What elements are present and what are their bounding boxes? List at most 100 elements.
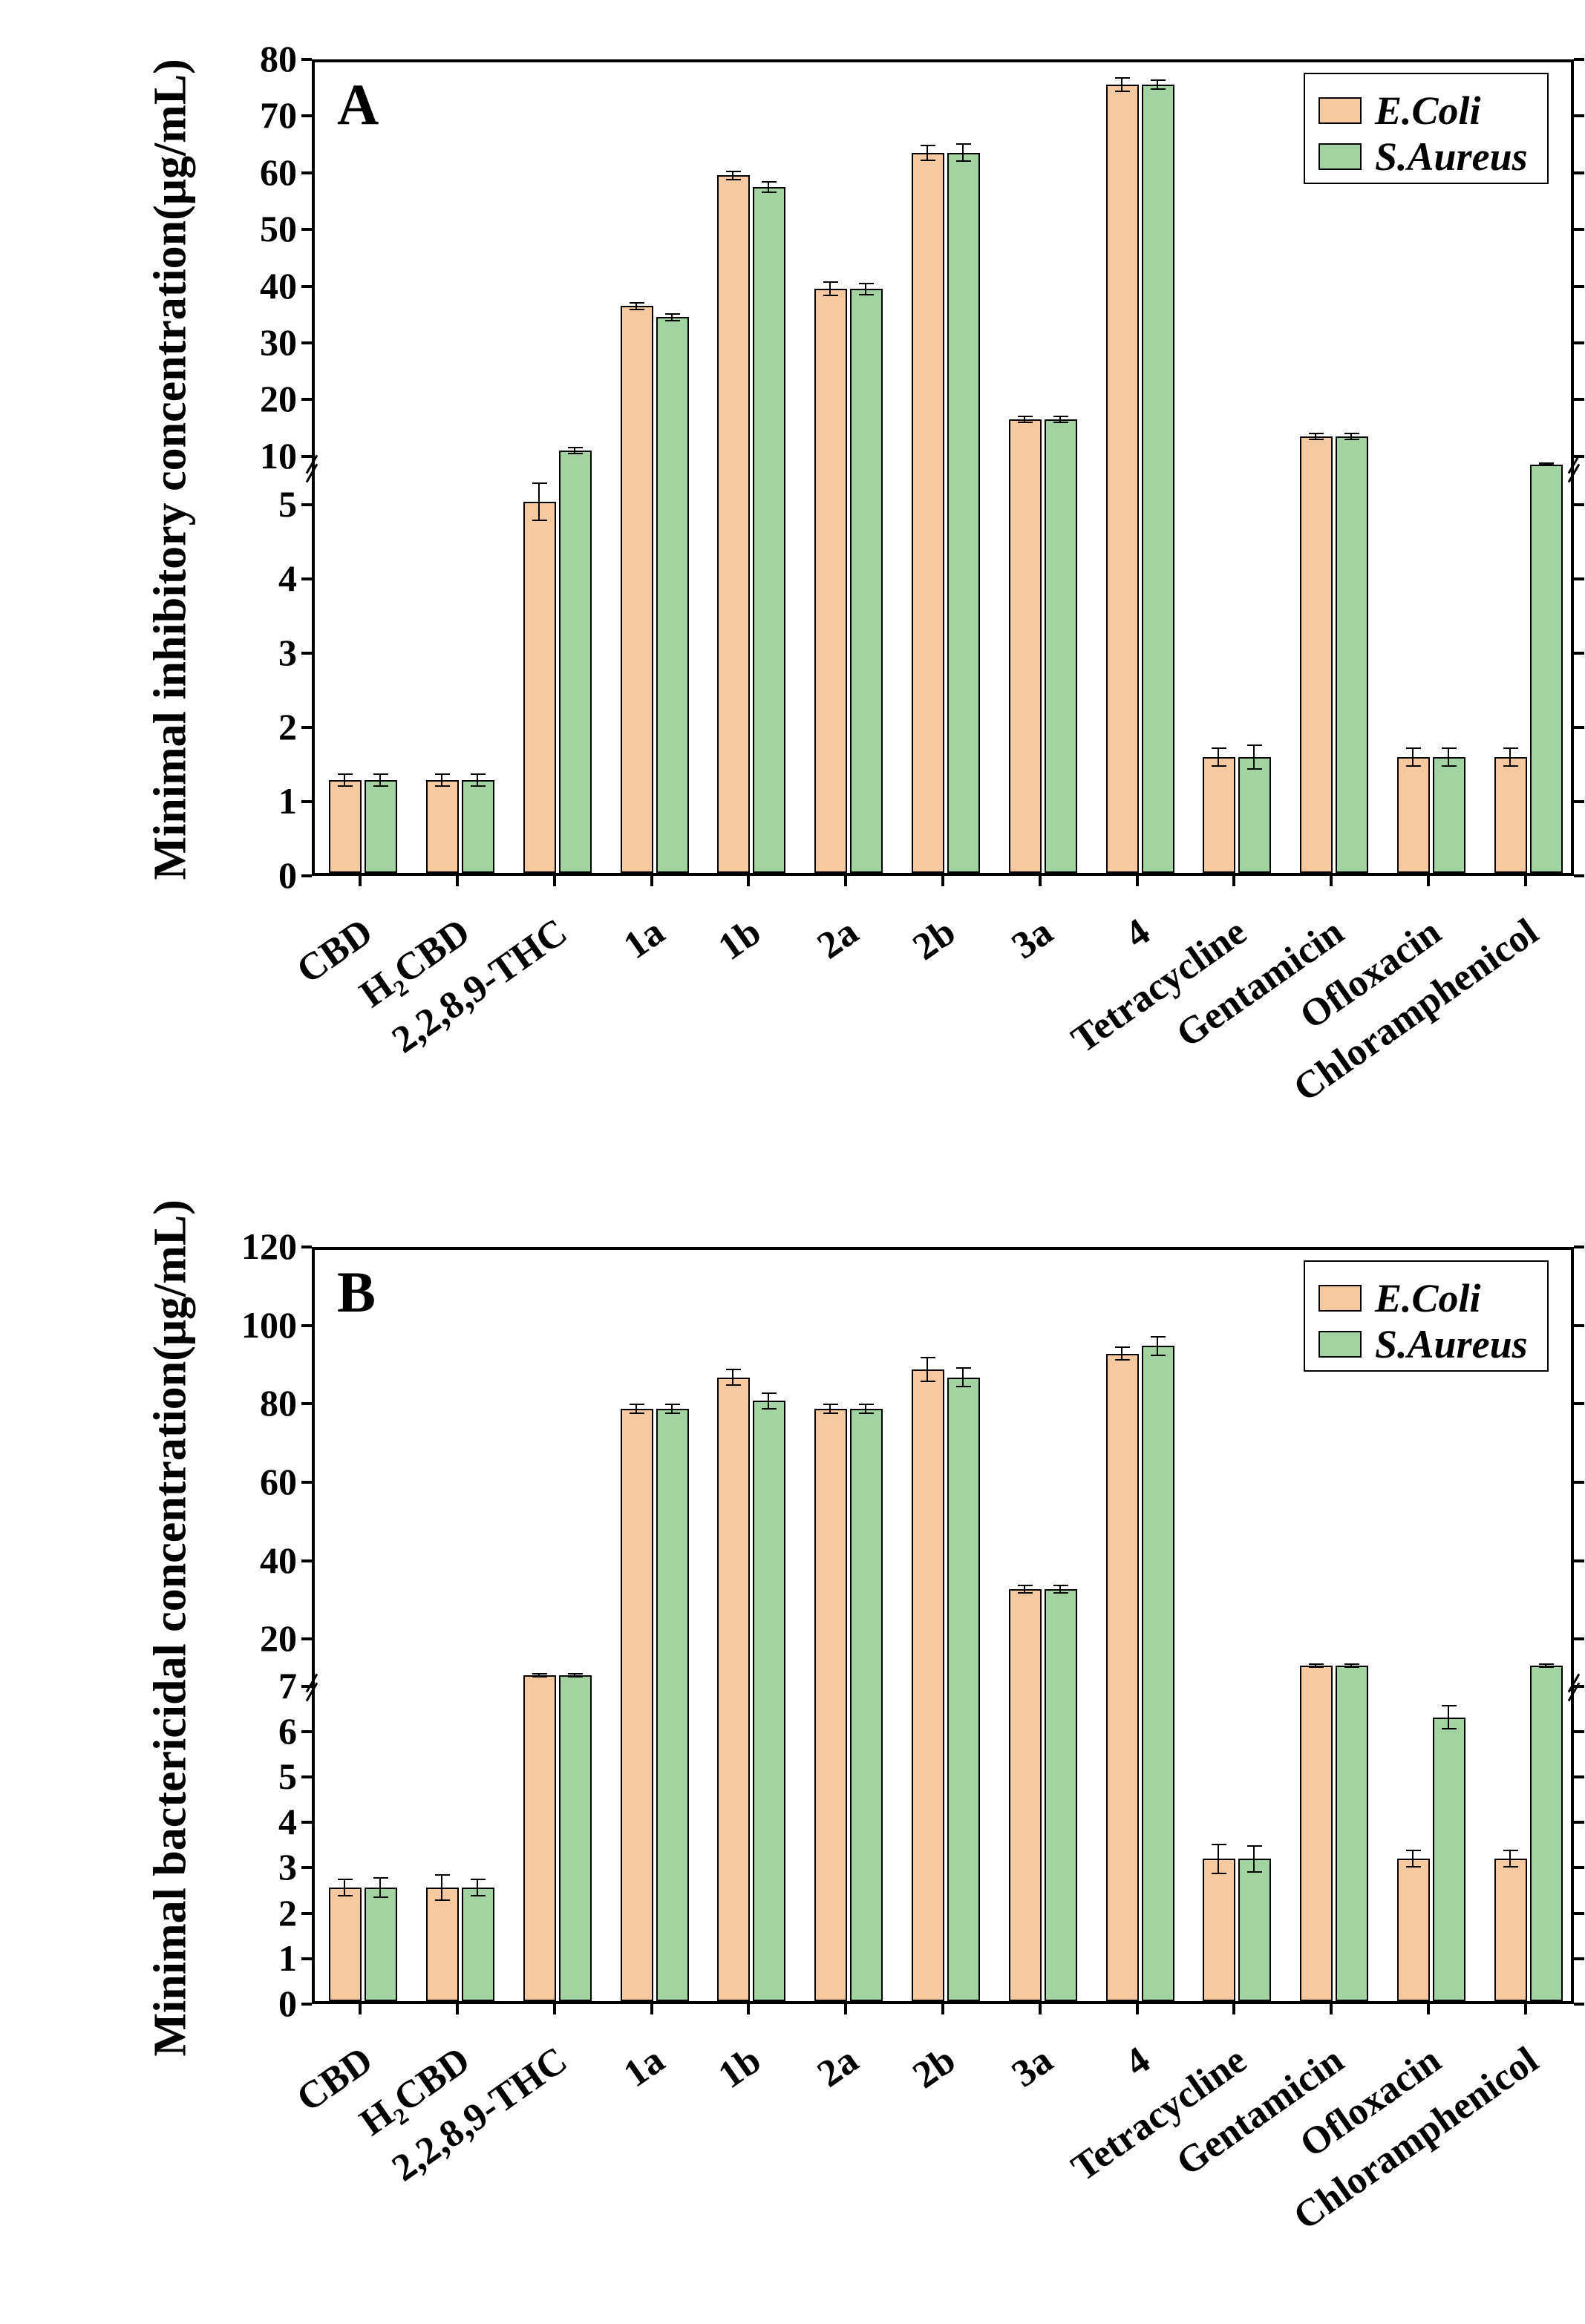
xtick-label: 1a bbox=[615, 910, 672, 968]
ytick-mark bbox=[1574, 1866, 1584, 1869]
errorbar-cap-icon bbox=[1503, 1866, 1518, 1868]
errorbar-cap-icon bbox=[1151, 1336, 1166, 1338]
ytick-mark bbox=[301, 2003, 312, 2006]
errorbar-cap-icon bbox=[1053, 1592, 1068, 1594]
ytick-mark bbox=[1574, 398, 1584, 401]
errorbar-cap-icon bbox=[1053, 422, 1068, 423]
errorbar-cap-icon bbox=[471, 773, 486, 775]
errorbar-cap-icon bbox=[471, 1879, 486, 1880]
xtick-label: 2b bbox=[905, 910, 964, 969]
xtick-label: 2a bbox=[810, 910, 866, 968]
plot-area-b bbox=[315, 1250, 1571, 2001]
ytick-label: 80 bbox=[215, 1381, 297, 1424]
errorbar-cap-icon bbox=[1247, 768, 1262, 770]
ytick-label: 4 bbox=[215, 1800, 297, 1843]
bar-ecoli bbox=[1203, 757, 1235, 873]
xtick-mark bbox=[1136, 2004, 1139, 2014]
ytick-label: 20 bbox=[215, 1617, 297, 1660]
xtick-mark bbox=[359, 2004, 362, 2014]
errorbar-icon bbox=[865, 284, 866, 295]
errorbar-cap-icon bbox=[338, 1879, 353, 1880]
ytick-mark bbox=[1574, 171, 1584, 174]
errorbar-cap-icon bbox=[1406, 765, 1421, 767]
ytick-mark bbox=[1574, 1957, 1584, 1960]
errorbar-cap-icon bbox=[726, 171, 741, 172]
bar-saureus bbox=[462, 1888, 494, 2001]
errorbar-cap-icon bbox=[1151, 79, 1166, 81]
bar-saureus bbox=[1142, 1346, 1174, 2001]
errorbar-icon bbox=[379, 774, 381, 786]
errorbar-cap-icon bbox=[726, 1384, 741, 1386]
errorbar-cap-icon bbox=[1212, 765, 1226, 767]
plot-area-a bbox=[315, 62, 1571, 873]
xtick-mark bbox=[456, 2004, 459, 2014]
ytick-label: 10 bbox=[215, 434, 297, 477]
ytick-label: 1 bbox=[215, 1937, 297, 1980]
ytick-label: 2 bbox=[215, 705, 297, 748]
bar-ecoli bbox=[1494, 1859, 1527, 2001]
bar-saureus bbox=[1433, 757, 1465, 873]
errorbar-cap-icon bbox=[1309, 1666, 1324, 1668]
bar-saureus bbox=[559, 1675, 592, 2001]
xtick-label: 4 bbox=[1117, 2038, 1157, 2085]
ytick-mark bbox=[301, 1866, 312, 1869]
errorbar-cap-icon bbox=[435, 1899, 450, 1901]
xtick-label: 4 bbox=[1117, 910, 1157, 957]
chart-frame-a: A E.Coli S.Aureus bbox=[312, 59, 1574, 876]
ytick-mark bbox=[301, 455, 312, 458]
ytick-mark bbox=[301, 1957, 312, 1960]
errorbar-cap-icon bbox=[1212, 1873, 1226, 1874]
ytick-mark bbox=[301, 398, 312, 401]
ytick-mark bbox=[1574, 228, 1584, 231]
errorbar-cap-icon bbox=[823, 281, 838, 283]
xtick-mark bbox=[1427, 2004, 1430, 2014]
errorbar-cap-icon bbox=[1309, 439, 1324, 440]
xtick-label: 1a bbox=[615, 2038, 672, 2096]
ylabel-a: Minimal inhibitory concentration(μg/mL) bbox=[145, 64, 197, 880]
errorbar-cap-icon bbox=[1344, 439, 1359, 440]
bar-saureus bbox=[1045, 419, 1077, 873]
xtick-mark bbox=[1524, 876, 1527, 886]
ytick-mark bbox=[301, 285, 312, 288]
errorbar-cap-icon bbox=[956, 143, 971, 145]
ytick-label: 50 bbox=[215, 207, 297, 250]
panel-b: Minimal bactericidal concentration(μg/mL… bbox=[111, 1247, 1474, 2308]
errorbar-cap-icon bbox=[630, 1413, 644, 1414]
ytick-mark bbox=[301, 726, 312, 729]
errorbar-cap-icon bbox=[1344, 1666, 1359, 1668]
ytick-label: 6 bbox=[215, 1709, 297, 1752]
ytick-label: 80 bbox=[215, 37, 297, 80]
xtick-mark bbox=[1330, 876, 1333, 886]
bar-ecoli bbox=[717, 175, 750, 873]
xtick-mark bbox=[553, 876, 556, 886]
bar-saureus bbox=[947, 1378, 980, 2001]
bar-saureus bbox=[753, 187, 785, 873]
errorbar-cap-icon bbox=[1247, 1845, 1262, 1847]
xtick-label: 2a bbox=[810, 2038, 866, 2096]
ylabel-b: Minimal bactericidal concentration(μg/mL… bbox=[145, 1203, 197, 2057]
ytick-mark bbox=[1574, 341, 1584, 344]
ytick-mark bbox=[301, 1559, 312, 1562]
errorbar-cap-icon bbox=[435, 773, 450, 775]
ytick-mark bbox=[1574, 726, 1584, 729]
bar-ecoli bbox=[426, 1888, 459, 2001]
ytick-mark bbox=[1574, 1912, 1584, 1915]
xtick-mark bbox=[747, 876, 750, 886]
bar-ecoli bbox=[523, 1675, 556, 2001]
errorbar-cap-icon bbox=[1053, 1585, 1068, 1586]
bar-ecoli bbox=[814, 289, 847, 873]
errorbar-cap-icon bbox=[1503, 765, 1518, 767]
ytick-label: 7 bbox=[215, 1664, 297, 1707]
errorbar-cap-icon bbox=[532, 1676, 547, 1677]
errorbar-cap-icon bbox=[726, 179, 741, 180]
ytick-mark bbox=[1574, 1637, 1584, 1640]
xtick-label: 3a bbox=[1004, 2038, 1060, 2096]
errorbar-cap-icon bbox=[859, 1413, 874, 1414]
errorbar-cap-icon bbox=[1018, 1592, 1033, 1594]
errorbar-cap-icon bbox=[532, 1673, 547, 1675]
xtick-mark bbox=[1136, 876, 1139, 886]
errorbar-icon bbox=[1448, 1706, 1449, 1729]
xtick-mark bbox=[650, 2004, 653, 2014]
errorbar-cap-icon bbox=[921, 145, 935, 146]
errorbar-icon bbox=[1509, 1850, 1511, 1867]
